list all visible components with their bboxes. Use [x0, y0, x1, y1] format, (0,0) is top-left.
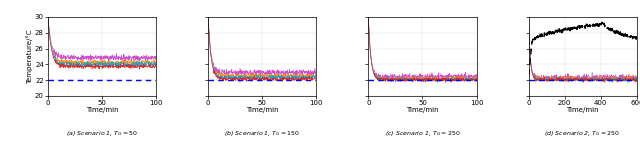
X-axis label: Time/min: Time/min — [566, 107, 599, 114]
Text: (a) Scenario 1, $T_G=50$: (a) Scenario 1, $T_G=50$ — [66, 129, 138, 138]
X-axis label: Time/min: Time/min — [246, 107, 278, 114]
X-axis label: Time/min: Time/min — [86, 107, 118, 114]
Text: (d) Scenario 2, $T_G=250$: (d) Scenario 2, $T_G=250$ — [545, 129, 621, 138]
X-axis label: Time/min: Time/min — [406, 107, 439, 114]
Text: (b) Scenario 1, $T_G=150$: (b) Scenario 1, $T_G=150$ — [224, 129, 301, 138]
Y-axis label: Temperature/°C: Temperature/°C — [27, 29, 33, 84]
Text: (c) Scenario 1, $T_G=250$: (c) Scenario 1, $T_G=250$ — [385, 129, 460, 138]
